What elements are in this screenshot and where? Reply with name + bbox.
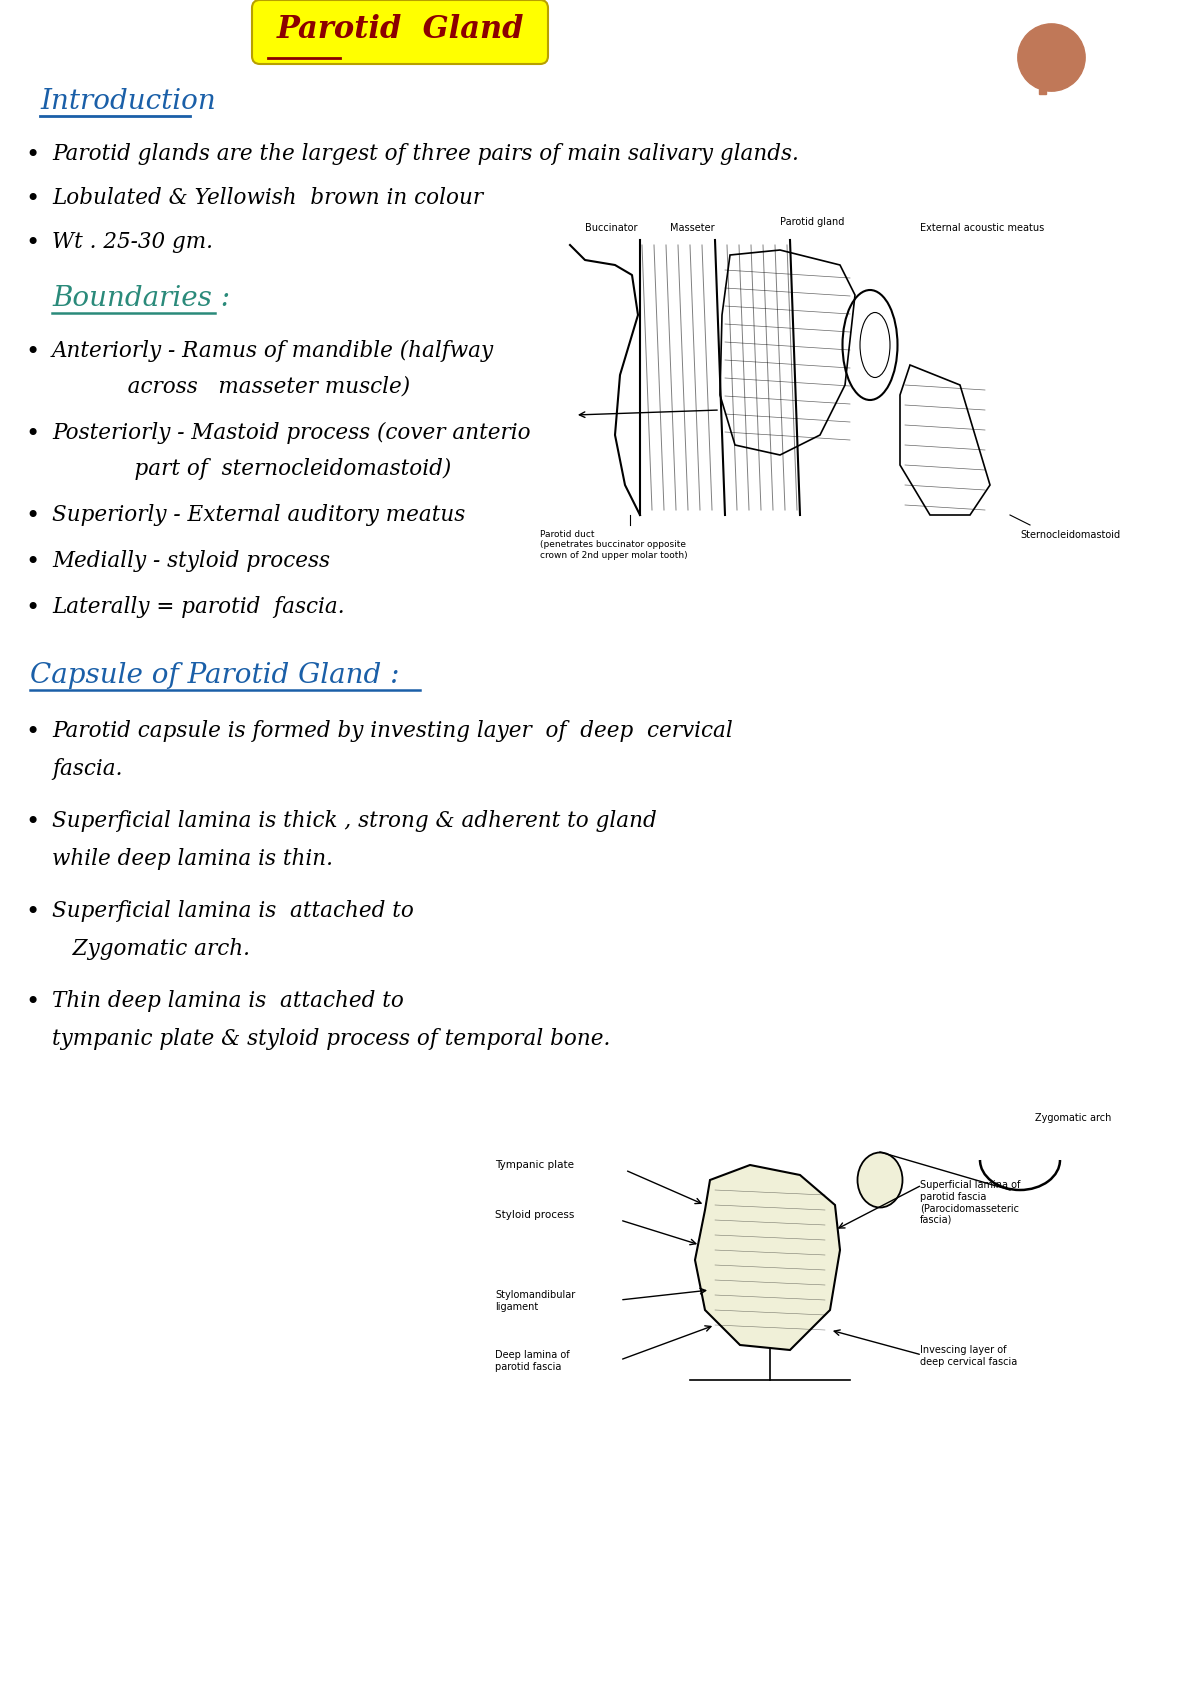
Text: Superficial lamina of
parotid fascia
(Parocidomasseteric
fascia): Superficial lamina of parotid fascia (Pa… <box>920 1179 1020 1225</box>
Text: •: • <box>25 231 40 255</box>
Text: •: • <box>25 809 40 833</box>
Polygon shape <box>1039 88 1046 95</box>
Text: •: • <box>25 339 40 363</box>
Text: Superficial lamina is thick , strong & adherent to gland: Superficial lamina is thick , strong & a… <box>52 809 656 832</box>
Text: Tympanic plate: Tympanic plate <box>496 1161 574 1169</box>
FancyBboxPatch shape <box>252 0 548 64</box>
Text: Wt . 25-30 gm.: Wt . 25-30 gm. <box>52 231 214 253</box>
Text: Capsule of Parotid Gland :: Capsule of Parotid Gland : <box>30 662 400 689</box>
Text: fascia.: fascia. <box>52 759 122 781</box>
Text: while deep lamina is thin.: while deep lamina is thin. <box>52 848 334 871</box>
Text: Boundaries :: Boundaries : <box>52 285 230 312</box>
Bar <box>490 1105 1170 1415</box>
Text: Parotid capsule is formed by investing layer  of  deep  cervical: Parotid capsule is formed by investing l… <box>52 720 733 742</box>
Text: Styloid process: Styloid process <box>496 1210 575 1220</box>
Text: Stylomandibular
ligament: Stylomandibular ligament <box>496 1290 575 1312</box>
Text: Laterally = parotid  fascia.: Laterally = parotid fascia. <box>52 596 344 618</box>
Text: •: • <box>25 143 40 166</box>
Text: •: • <box>25 187 40 210</box>
Text: Parotid  Gland: Parotid Gland <box>276 14 523 46</box>
Text: tympanic plate & styloid process of temporal bone.: tympanic plate & styloid process of temp… <box>52 1028 611 1050</box>
Text: Masseter: Masseter <box>670 222 715 232</box>
Text: •: • <box>25 504 40 528</box>
Text: •: • <box>25 550 40 574</box>
Polygon shape <box>695 1166 840 1351</box>
Text: Anteriorly - Ramus of mandible (halfway: Anteriorly - Ramus of mandible (halfway <box>52 339 494 361</box>
Ellipse shape <box>858 1152 902 1208</box>
Text: Superficial lamina is  attached to: Superficial lamina is attached to <box>52 899 414 921</box>
Text: Zygomatic arch: Zygomatic arch <box>1034 1113 1111 1123</box>
Text: part of  sternocleidomastoid): part of sternocleidomastoid) <box>52 458 451 480</box>
Text: Buccinator: Buccinator <box>586 222 637 232</box>
Text: Parotid glands are the largest of three pairs of main salivary glands.: Parotid glands are the largest of three … <box>52 143 799 165</box>
Text: Posteriorly - Mastoid process (cover anterior: Posteriorly - Mastoid process (cover ant… <box>52 423 541 445</box>
Text: Parotid duct
(penetrates buccinator opposite
crown of 2nd upper molar tooth): Parotid duct (penetrates buccinator oppo… <box>540 529 688 560</box>
Text: External acoustic meatus: External acoustic meatus <box>920 222 1044 232</box>
Text: •: • <box>25 423 40 446</box>
Text: Invescing layer of
deep cervical fascia: Invescing layer of deep cervical fascia <box>920 1346 1018 1366</box>
Text: Introduction: Introduction <box>40 88 216 115</box>
Text: Thin deep lamina is  attached to: Thin deep lamina is attached to <box>52 989 404 1011</box>
Text: •: • <box>25 720 40 743</box>
Text: •: • <box>25 596 40 619</box>
Ellipse shape <box>1057 54 1078 71</box>
Text: Deep lamina of
parotid fascia: Deep lamina of parotid fascia <box>496 1351 570 1371</box>
Text: •: • <box>25 899 40 923</box>
Circle shape <box>1018 24 1085 92</box>
Bar <box>530 216 1186 606</box>
Text: Medially - styloid process: Medially - styloid process <box>52 550 330 572</box>
Text: Sternocleidomastoid: Sternocleidomastoid <box>1020 529 1120 540</box>
Text: •: • <box>25 989 40 1015</box>
Text: Zygomatic arch.: Zygomatic arch. <box>52 938 250 961</box>
Text: Lobulated & Yellowish  brown in colour: Lobulated & Yellowish brown in colour <box>52 187 484 209</box>
Text: Parotid gland: Parotid gland <box>780 217 845 227</box>
Text: across   masseter muscle): across masseter muscle) <box>52 377 410 399</box>
Text: Superiorly - External auditory meatus: Superiorly - External auditory meatus <box>52 504 466 526</box>
